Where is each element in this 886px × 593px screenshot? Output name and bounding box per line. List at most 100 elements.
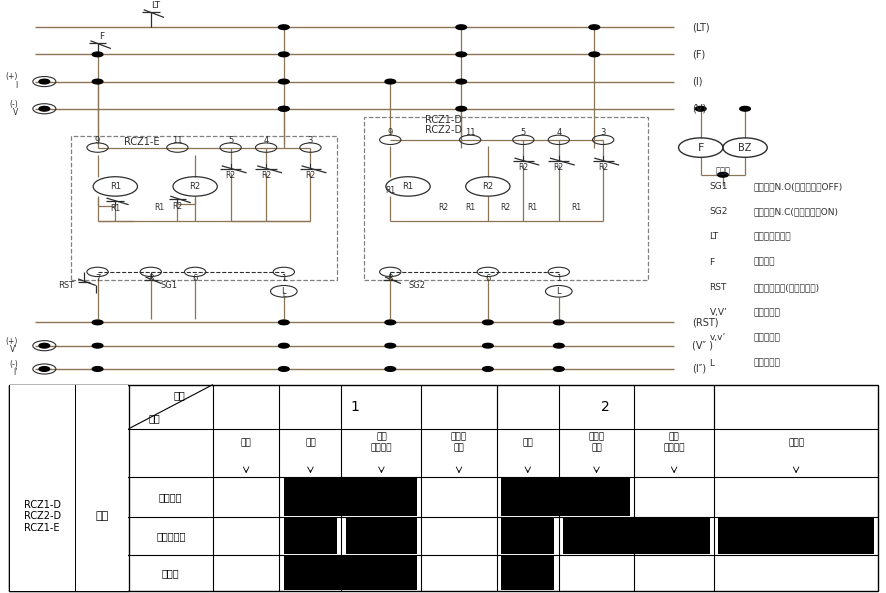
Circle shape bbox=[385, 79, 395, 84]
Text: (V″ ): (V″ ) bbox=[691, 341, 712, 350]
Text: 报警输入: 报警输入 bbox=[159, 492, 183, 502]
Bar bbox=[563, 518, 709, 554]
Text: R1: R1 bbox=[385, 186, 395, 195]
Text: SG2: SG2 bbox=[709, 207, 727, 216]
Text: (-): (-) bbox=[9, 100, 18, 109]
Text: 1: 1 bbox=[281, 275, 286, 283]
Text: L: L bbox=[282, 292, 285, 298]
Text: V,V’: V,V’ bbox=[709, 308, 727, 317]
Text: I: I bbox=[15, 81, 18, 90]
Circle shape bbox=[92, 79, 103, 84]
Text: 3: 3 bbox=[307, 136, 313, 145]
Text: R1: R1 bbox=[110, 204, 120, 213]
Text: 报警: 报警 bbox=[522, 438, 532, 447]
Text: R1: R1 bbox=[526, 203, 537, 212]
Bar bbox=[363, 116, 647, 280]
Text: 5: 5 bbox=[520, 128, 525, 138]
Text: 3: 3 bbox=[600, 128, 605, 138]
Text: R2: R2 bbox=[597, 163, 608, 173]
Text: 9: 9 bbox=[95, 136, 100, 145]
Circle shape bbox=[717, 173, 727, 177]
Text: 蜂鸣音
停止: 蜂鸣音 停止 bbox=[450, 433, 467, 452]
Text: 8: 8 bbox=[387, 275, 392, 283]
Bar bbox=[10, 385, 74, 591]
Text: (-): (-) bbox=[9, 360, 18, 369]
Text: R2: R2 bbox=[500, 203, 510, 212]
Circle shape bbox=[92, 366, 103, 371]
Text: 状态: 状态 bbox=[173, 390, 185, 400]
Text: (I″): (I″) bbox=[691, 364, 705, 374]
Text: V’: V’ bbox=[10, 345, 18, 354]
Text: RCZ1-E: RCZ1-E bbox=[124, 137, 159, 147]
Circle shape bbox=[278, 320, 289, 325]
Bar bbox=[76, 385, 128, 591]
Bar bbox=[76, 477, 128, 555]
Text: (LT): (LT) bbox=[691, 22, 709, 32]
Text: 灯测试: 灯测试 bbox=[787, 438, 804, 447]
Text: v,v’: v,v’ bbox=[709, 333, 725, 342]
Text: 闪烁接点: 闪烁接点 bbox=[753, 258, 774, 267]
Circle shape bbox=[455, 25, 466, 30]
Text: 指示灯测试开关: 指示灯测试开关 bbox=[753, 232, 790, 241]
Text: SG2: SG2 bbox=[408, 281, 425, 290]
Text: 锁定: 锁定 bbox=[96, 511, 108, 521]
Text: R2: R2 bbox=[438, 203, 448, 212]
Bar bbox=[284, 518, 337, 554]
Circle shape bbox=[39, 343, 50, 348]
Text: 报警显示灯: 报警显示灯 bbox=[156, 531, 185, 541]
Text: L: L bbox=[281, 287, 286, 296]
Text: 方式: 方式 bbox=[96, 483, 108, 493]
Text: RST: RST bbox=[709, 283, 727, 292]
Text: 报警接点N.C(正常时接点ON): 报警接点N.C(正常时接点ON) bbox=[753, 207, 838, 216]
Bar bbox=[10, 477, 74, 555]
Text: L: L bbox=[556, 287, 561, 296]
Text: 蜂鸣器: 蜂鸣器 bbox=[715, 167, 729, 176]
Circle shape bbox=[455, 79, 466, 84]
Text: 型号: 型号 bbox=[35, 483, 49, 493]
Text: 蜂鸣音
停止: 蜂鸣音 停止 bbox=[587, 433, 604, 452]
Text: R2: R2 bbox=[260, 171, 271, 180]
Text: 继电器电源: 继电器电源 bbox=[753, 308, 780, 317]
Text: LT: LT bbox=[151, 1, 159, 10]
Text: R1: R1 bbox=[464, 203, 475, 212]
Text: 7: 7 bbox=[95, 275, 100, 283]
Text: R2: R2 bbox=[482, 182, 493, 191]
Circle shape bbox=[278, 79, 289, 84]
Circle shape bbox=[39, 106, 50, 111]
Text: R2: R2 bbox=[305, 171, 315, 180]
Text: (V): (V) bbox=[691, 104, 705, 114]
Circle shape bbox=[455, 106, 466, 111]
Circle shape bbox=[385, 366, 395, 371]
Text: 6: 6 bbox=[485, 275, 490, 283]
Text: 11: 11 bbox=[464, 128, 475, 138]
Text: 区别: 区别 bbox=[148, 413, 159, 423]
Text: RCZ1-D
RCZ2-D
RCZ1-E: RCZ1-D RCZ2-D RCZ1-E bbox=[24, 499, 60, 533]
Text: 报警停止开关(蜂鸣器停止): 报警停止开关(蜂鸣器停止) bbox=[753, 283, 820, 292]
Circle shape bbox=[278, 106, 289, 111]
Text: R1: R1 bbox=[571, 203, 581, 212]
Text: BZ: BZ bbox=[737, 142, 751, 152]
Bar bbox=[71, 136, 337, 280]
Bar bbox=[501, 518, 554, 554]
Text: (F): (F) bbox=[691, 49, 704, 59]
Text: R1: R1 bbox=[402, 182, 413, 191]
Text: 6: 6 bbox=[192, 275, 198, 283]
Circle shape bbox=[278, 106, 289, 111]
Text: F: F bbox=[696, 142, 703, 152]
Circle shape bbox=[588, 52, 599, 57]
Text: F: F bbox=[99, 33, 105, 42]
Text: 型号: 型号 bbox=[35, 483, 49, 493]
Text: 5: 5 bbox=[228, 136, 233, 145]
Circle shape bbox=[278, 25, 289, 30]
Text: 4: 4 bbox=[556, 128, 561, 138]
Text: 蜂鸣器: 蜂鸣器 bbox=[162, 568, 179, 578]
Circle shape bbox=[39, 366, 50, 371]
Text: 报警接点N.O(正常时接点OFF): 报警接点N.O(正常时接点OFF) bbox=[753, 182, 843, 191]
Bar bbox=[501, 556, 554, 590]
Text: 方式: 方式 bbox=[96, 483, 108, 493]
Text: 报警: 报警 bbox=[305, 438, 315, 447]
Text: 报警指示灯: 报警指示灯 bbox=[753, 359, 780, 368]
Circle shape bbox=[92, 343, 103, 348]
Circle shape bbox=[482, 320, 493, 325]
Text: SG1: SG1 bbox=[159, 281, 177, 290]
